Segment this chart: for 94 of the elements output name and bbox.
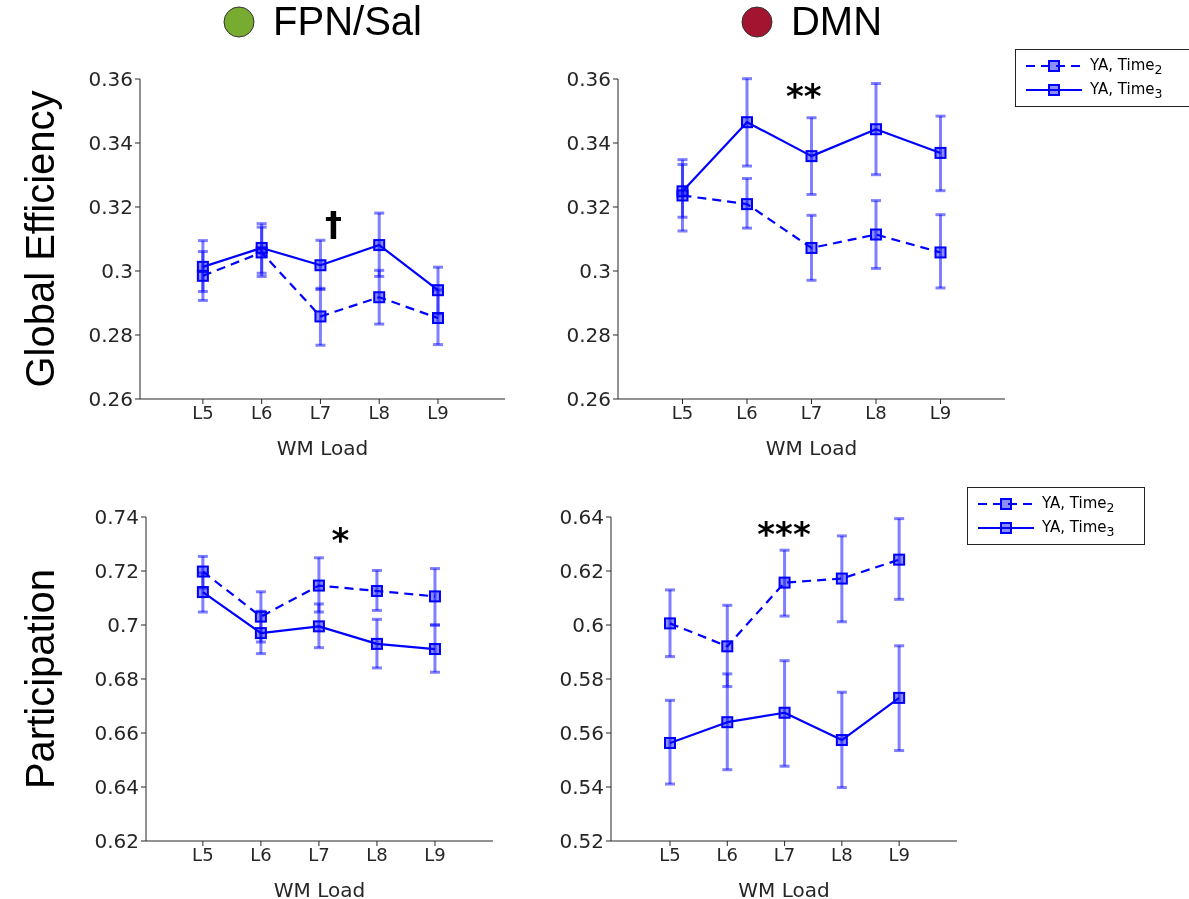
y-tick-label: 0.7: [107, 613, 139, 638]
x-tick-label: L7: [800, 401, 823, 423]
x-tick-label: L8: [831, 843, 853, 865]
x-tick-label: L9: [427, 401, 449, 423]
point: [835, 734, 848, 747]
x-tick-label: L5: [659, 843, 681, 865]
x-tick-label: L6: [736, 401, 758, 423]
x-tick-label: L8: [865, 401, 887, 423]
y-tick-label: 0.34: [566, 131, 611, 156]
y-tick-label: 0.58: [559, 667, 604, 692]
point: [741, 116, 753, 129]
x-tick-label: L9: [888, 843, 910, 865]
x-tick-label: L6: [250, 401, 273, 423]
y-tick-label: 0.32: [566, 195, 611, 220]
x-tick-label: L7: [309, 401, 332, 423]
point: [428, 643, 441, 656]
x-tick-label: L9: [424, 843, 446, 865]
y-tick-label: 0.34: [88, 131, 133, 156]
legend-label: YA, Time$_{3}$: [1042, 517, 1115, 539]
annotation: ***: [757, 514, 811, 554]
y-tick-label: 0.64: [559, 505, 604, 530]
point: [870, 123, 882, 136]
x-tick-label: L5: [192, 843, 214, 865]
y-tick-label: 0.28: [566, 323, 611, 348]
point: [314, 310, 327, 323]
x-tick-label: L6: [250, 843, 272, 865]
y-tick-label: 0.26: [566, 387, 611, 412]
y-tick-label: 0.36: [88, 67, 133, 92]
x-tick-label: L5: [192, 401, 214, 423]
point: [778, 576, 791, 589]
y-tick-label: 0.72: [94, 559, 139, 584]
point: [428, 590, 441, 603]
point: [778, 706, 791, 719]
x-axis-title: WM Load: [276, 436, 369, 460]
point: [835, 572, 848, 585]
x-tick-label: L8: [368, 401, 390, 423]
y-axis-title: Global Efficiency: [17, 90, 63, 388]
y-tick-label: 0.62: [94, 829, 139, 854]
point: [196, 260, 209, 273]
point: [934, 146, 947, 159]
point: [721, 716, 734, 729]
x-tick-label: L6: [716, 843, 739, 865]
y-tick-label: 0.68: [94, 667, 139, 692]
point: [664, 736, 676, 749]
x-tick-label: L7: [308, 843, 330, 865]
point: [312, 620, 325, 633]
x-tick-label: L9: [929, 401, 952, 423]
y-tick-label: 0.32: [88, 195, 133, 220]
legend-label: YA, Time$_{3}$: [1090, 79, 1163, 101]
y-tick-label: 0.66: [94, 721, 139, 746]
annotation: **: [785, 76, 822, 116]
point: [676, 185, 689, 198]
chart-title: FPN/Sal: [273, 0, 422, 44]
x-tick-label: L5: [671, 401, 694, 423]
point: [741, 198, 753, 211]
point: [893, 691, 906, 704]
y-tick-label: 0.26: [88, 387, 133, 412]
point: [893, 553, 906, 566]
point: [664, 617, 676, 630]
point: [370, 584, 383, 597]
y-tick-label: 0.28: [88, 323, 133, 348]
y-tick-label: 0.3: [579, 259, 611, 284]
y-tick-label: 0.3: [101, 259, 133, 284]
point: [254, 627, 267, 640]
y-axis-title: Participation: [17, 568, 63, 790]
x-axis-title: WM Load: [765, 436, 858, 460]
annotation: *: [331, 520, 350, 561]
x-axis-title: WM Load: [738, 878, 830, 899]
x-tick-label: L7: [773, 843, 796, 865]
y-tick-label: 0.74: [94, 505, 139, 530]
point: [370, 637, 383, 650]
point: [255, 241, 268, 254]
legend-label: YA, Time$_{2}$: [1090, 55, 1163, 77]
y-tick-label: 0.36: [566, 67, 611, 92]
point: [870, 228, 882, 241]
y-tick-label: 0.62: [559, 559, 604, 584]
point: [805, 241, 818, 254]
point: [314, 259, 327, 272]
x-axis-title: WM Load: [273, 878, 366, 899]
y-tick-label: 0.54: [559, 775, 604, 800]
y-tick-label: 0.6: [572, 613, 604, 638]
y-tick-label: 0.56: [559, 721, 604, 746]
point: [805, 150, 818, 163]
point: [721, 640, 734, 653]
chart-title: DMN: [790, 0, 883, 44]
legend-label: YA, Time$_{2}$: [1042, 493, 1115, 515]
y-tick-label: 0.52: [559, 829, 604, 854]
point: [373, 291, 386, 304]
point: [312, 579, 325, 592]
point: [934, 246, 947, 259]
point: [373, 239, 386, 252]
annotation: †: [324, 204, 342, 244]
x-tick-label: L8: [366, 843, 388, 865]
y-tick-label: 0.64: [94, 775, 139, 800]
